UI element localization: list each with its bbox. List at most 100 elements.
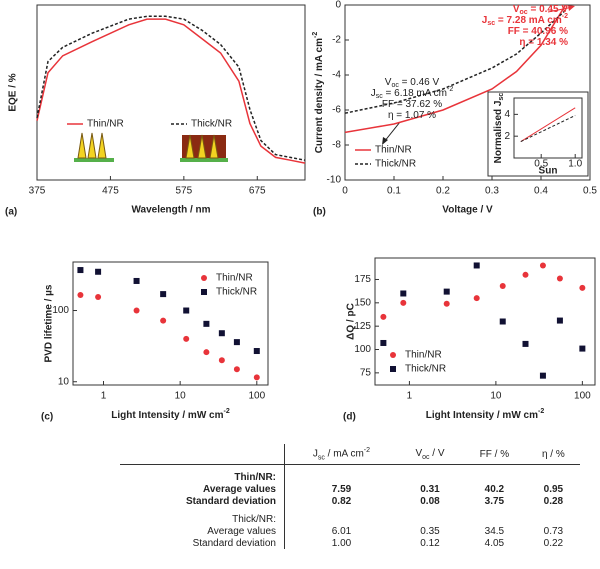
data-point xyxy=(133,307,140,314)
panel-label: (a) xyxy=(5,207,17,218)
cell: 0.95 xyxy=(543,483,564,495)
row-label: Average values xyxy=(120,525,285,537)
text-part: = 0.46 V xyxy=(399,77,440,88)
cell xyxy=(120,507,285,513)
y-tick-label: 4 xyxy=(504,109,510,120)
annotation: Voc = 0.45 V xyxy=(513,4,568,16)
data-point xyxy=(380,339,387,346)
data-point xyxy=(183,307,190,314)
group-row: Thin/NR: xyxy=(120,471,580,483)
series-line xyxy=(344,4,567,134)
data-row: Average values 7.59 0.31 40.2 0.95 xyxy=(120,483,580,495)
thin-nr-icon xyxy=(74,132,114,162)
panel-label: (b) xyxy=(313,207,326,218)
x-tick-label: 0.5 xyxy=(583,186,597,197)
x-tick-label: 375 xyxy=(29,186,46,197)
annotation: FF = 37.62 % xyxy=(382,99,442,110)
legend-swatch xyxy=(201,275,207,281)
y-tick-label: -10 xyxy=(327,175,342,186)
y-tick-label: 75 xyxy=(360,368,372,379)
text-part: -2 xyxy=(312,32,319,38)
text-part: J xyxy=(371,88,376,99)
cell: 0.22 xyxy=(543,537,564,549)
text-part: -2 xyxy=(538,408,544,415)
annotation: η = 1.34 % xyxy=(519,37,568,48)
x-tick-label: 0.2 xyxy=(436,186,450,197)
data-point xyxy=(183,335,190,342)
plot-frame xyxy=(374,257,596,386)
text-part: / mA cm xyxy=(324,448,364,460)
x-tick-label: 0 xyxy=(342,186,348,197)
legend-label: Thick/NR xyxy=(375,159,416,170)
y-tick-label: 125 xyxy=(354,321,371,332)
x-tick-label: 10 xyxy=(490,391,502,402)
x-tick-label: 675 xyxy=(249,186,266,197)
x-tick-label: 1.0 xyxy=(568,159,582,170)
text-part: J xyxy=(482,15,488,26)
text-part: Current density / mA cm xyxy=(314,38,325,153)
x-tick-label: 1 xyxy=(407,391,413,402)
x-tick-label: 0.1 xyxy=(387,186,401,197)
cell: 0.28 xyxy=(543,495,564,507)
row-label: Standard deviation xyxy=(120,495,285,507)
data-point xyxy=(77,292,84,299)
y-axis-label: PVD lifetime / µs xyxy=(44,284,55,362)
x-tick-label: 100 xyxy=(574,391,591,402)
data-point xyxy=(556,275,563,282)
cell: 0.82 xyxy=(331,495,352,507)
plot-frame xyxy=(513,97,583,159)
arrow-head xyxy=(568,5,575,11)
text-part: J xyxy=(312,448,318,460)
x-tick-label: 0.3 xyxy=(485,186,499,197)
cell: 0.35 xyxy=(420,525,440,537)
text-part: = 7.28 mA cm xyxy=(495,15,562,26)
data-point xyxy=(253,374,260,381)
data-point xyxy=(522,271,529,278)
data-point xyxy=(77,267,84,274)
text-part: sc xyxy=(317,454,325,462)
x-axis-label: Wavelength / nm xyxy=(131,205,210,216)
annotation: FF = 40.96 % xyxy=(508,26,568,37)
x-axis-label: Light Intensity / mW cm-2 xyxy=(426,408,545,421)
row-label: Standard deviation xyxy=(120,537,285,549)
y-axis-label: Current density / mA cm-2 xyxy=(312,32,325,154)
cell: 0.12 xyxy=(420,537,440,549)
cell xyxy=(120,464,285,471)
series-line xyxy=(520,115,576,143)
results-table: Jsc / mA cm-2 Voc / V FF / % η / % Thin/NR: A… xyxy=(120,444,580,549)
spacer-row xyxy=(120,507,580,513)
legend-label: Thin/NR xyxy=(87,119,124,130)
data-point xyxy=(556,317,563,324)
data-point xyxy=(579,345,586,352)
panel-label: (d) xyxy=(343,412,356,423)
data-point xyxy=(522,340,529,347)
x-tick-label: 10 xyxy=(175,391,187,402)
text-part: / V xyxy=(429,447,445,459)
data-point xyxy=(160,291,167,298)
legend-swatch xyxy=(390,352,396,358)
x-tick-label: 0.4 xyxy=(534,186,548,197)
legend-label: Thin/NR xyxy=(216,273,253,284)
group-label: Thick/NR: xyxy=(120,513,285,525)
text-part: sc xyxy=(487,20,495,27)
data-point xyxy=(95,268,102,275)
series-line xyxy=(36,15,306,161)
data-point xyxy=(380,313,387,320)
x-tick-label: 575 xyxy=(176,186,193,197)
cell: 40.2 xyxy=(484,483,505,495)
series-line xyxy=(520,107,576,143)
text-part: η = 1.34 % xyxy=(519,37,568,48)
legend-swatch xyxy=(390,366,396,372)
text-part: V xyxy=(513,4,520,15)
data-row: Standard deviation 1.00 0.12 4.05 0.22 xyxy=(120,537,580,549)
cell: 0.31 xyxy=(420,483,440,495)
group-row: Thick/NR: xyxy=(120,513,580,525)
cell: 4.05 xyxy=(484,537,505,549)
data-point xyxy=(400,290,407,297)
text-part: sc xyxy=(376,93,384,100)
data-point xyxy=(160,317,167,324)
plot-frame xyxy=(344,4,591,181)
text-part: -2 xyxy=(447,86,453,93)
text-part: FF = 40.96 % xyxy=(508,26,568,37)
text-part: sc xyxy=(498,93,505,101)
